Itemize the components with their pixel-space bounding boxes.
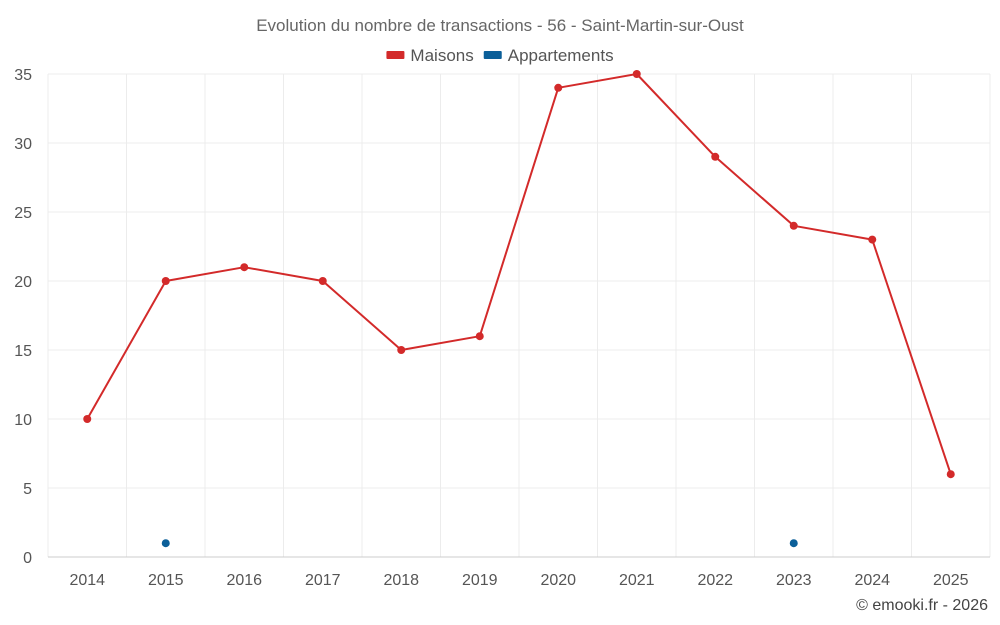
x-tick-label: 2021 <box>619 572 655 589</box>
chart-title: Evolution du nombre de transactions - 56… <box>256 16 744 35</box>
x-tick-label: 2018 <box>383 572 419 589</box>
series-group <box>83 70 955 548</box>
y-tick-label: 10 <box>14 412 32 429</box>
x-tick-label: 2025 <box>933 572 969 589</box>
data-point-maisons <box>83 415 92 423</box>
legend-swatch <box>483 51 502 59</box>
legend-item[interactable]: Appartements <box>483 46 614 65</box>
legend-item[interactable]: Maisons <box>386 46 474 65</box>
y-tick-label: 30 <box>14 136 32 153</box>
data-point-maisons <box>240 263 249 272</box>
y-tick-label: 25 <box>14 205 32 222</box>
x-gridlines <box>47 74 991 557</box>
data-point-maisons <box>318 277 327 285</box>
x-tick-label: 2022 <box>697 572 733 589</box>
data-point-maisons <box>711 152 720 161</box>
legend-swatch <box>386 51 405 59</box>
y-tick-label: 5 <box>23 481 32 498</box>
x-tick-label: 2020 <box>540 572 576 589</box>
legend: Maisons Appartements <box>386 46 614 65</box>
data-point-appartements <box>789 539 798 548</box>
data-point-maisons <box>946 470 955 479</box>
x-tick-label: 2015 <box>148 572 184 589</box>
x-tick-label: 2014 <box>69 572 105 589</box>
legend-label: Maisons <box>410 46 473 65</box>
series-line-maisons <box>86 73 952 475</box>
x-tick-label: 2023 <box>776 572 812 589</box>
x-axis-ticks: 2014 2015 2016 2017 2018 2019 2020 2021 2022 2023… <box>69 572 968 589</box>
x-tick-label: 2017 <box>305 572 341 589</box>
data-point-maisons <box>554 83 563 92</box>
data-point-maisons <box>789 221 798 230</box>
y-tick-label: 20 <box>14 274 32 291</box>
legend-label: Appartements <box>508 46 614 65</box>
data-point-maisons <box>161 277 170 285</box>
y-axis-ticks: 0 5 10 15 20 25 30 35 <box>14 67 32 567</box>
y-tick-label: 0 <box>23 550 32 567</box>
x-tick-label: 2016 <box>226 572 262 589</box>
data-point-maisons <box>397 346 406 354</box>
data-point-maisons <box>632 70 641 78</box>
data-point-maisons <box>475 332 484 341</box>
x-tick-label: 2019 <box>462 572 498 589</box>
credit-text: © emooki.fr - 2026 <box>856 597 988 614</box>
y-tick-label: 15 <box>14 343 32 360</box>
x-tick-label: 2024 <box>854 572 890 589</box>
y-tick-label: 35 <box>14 67 32 84</box>
data-point-maisons <box>868 235 877 244</box>
data-point-appartements <box>161 539 170 548</box>
